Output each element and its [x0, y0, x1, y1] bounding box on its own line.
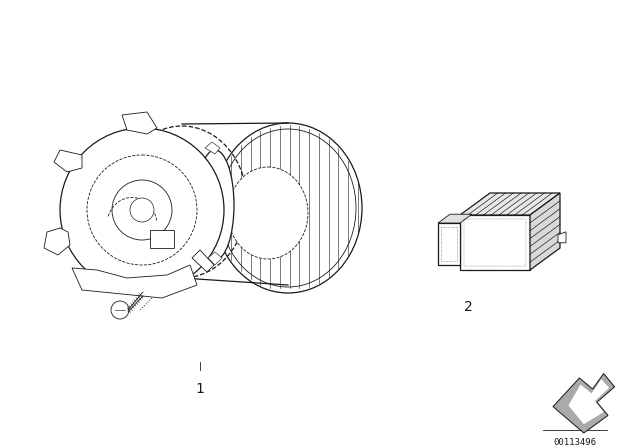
FancyBboxPatch shape	[150, 230, 174, 248]
Polygon shape	[438, 214, 472, 223]
Polygon shape	[44, 228, 70, 255]
Circle shape	[60, 128, 224, 292]
Polygon shape	[530, 193, 560, 270]
Polygon shape	[122, 112, 157, 134]
Circle shape	[111, 301, 129, 319]
Text: 1: 1	[196, 382, 204, 396]
Ellipse shape	[196, 150, 234, 260]
Polygon shape	[192, 250, 214, 272]
Polygon shape	[208, 252, 222, 265]
Circle shape	[130, 198, 154, 222]
Polygon shape	[205, 142, 220, 154]
Polygon shape	[460, 193, 560, 215]
Polygon shape	[568, 379, 609, 424]
Text: 2: 2	[463, 300, 472, 314]
Polygon shape	[72, 265, 197, 298]
Polygon shape	[558, 232, 566, 243]
Polygon shape	[460, 215, 530, 270]
Polygon shape	[553, 374, 614, 433]
Text: 00113496: 00113496	[554, 438, 596, 447]
Circle shape	[112, 180, 172, 240]
Polygon shape	[54, 150, 82, 172]
Polygon shape	[438, 223, 460, 265]
Ellipse shape	[228, 167, 308, 259]
